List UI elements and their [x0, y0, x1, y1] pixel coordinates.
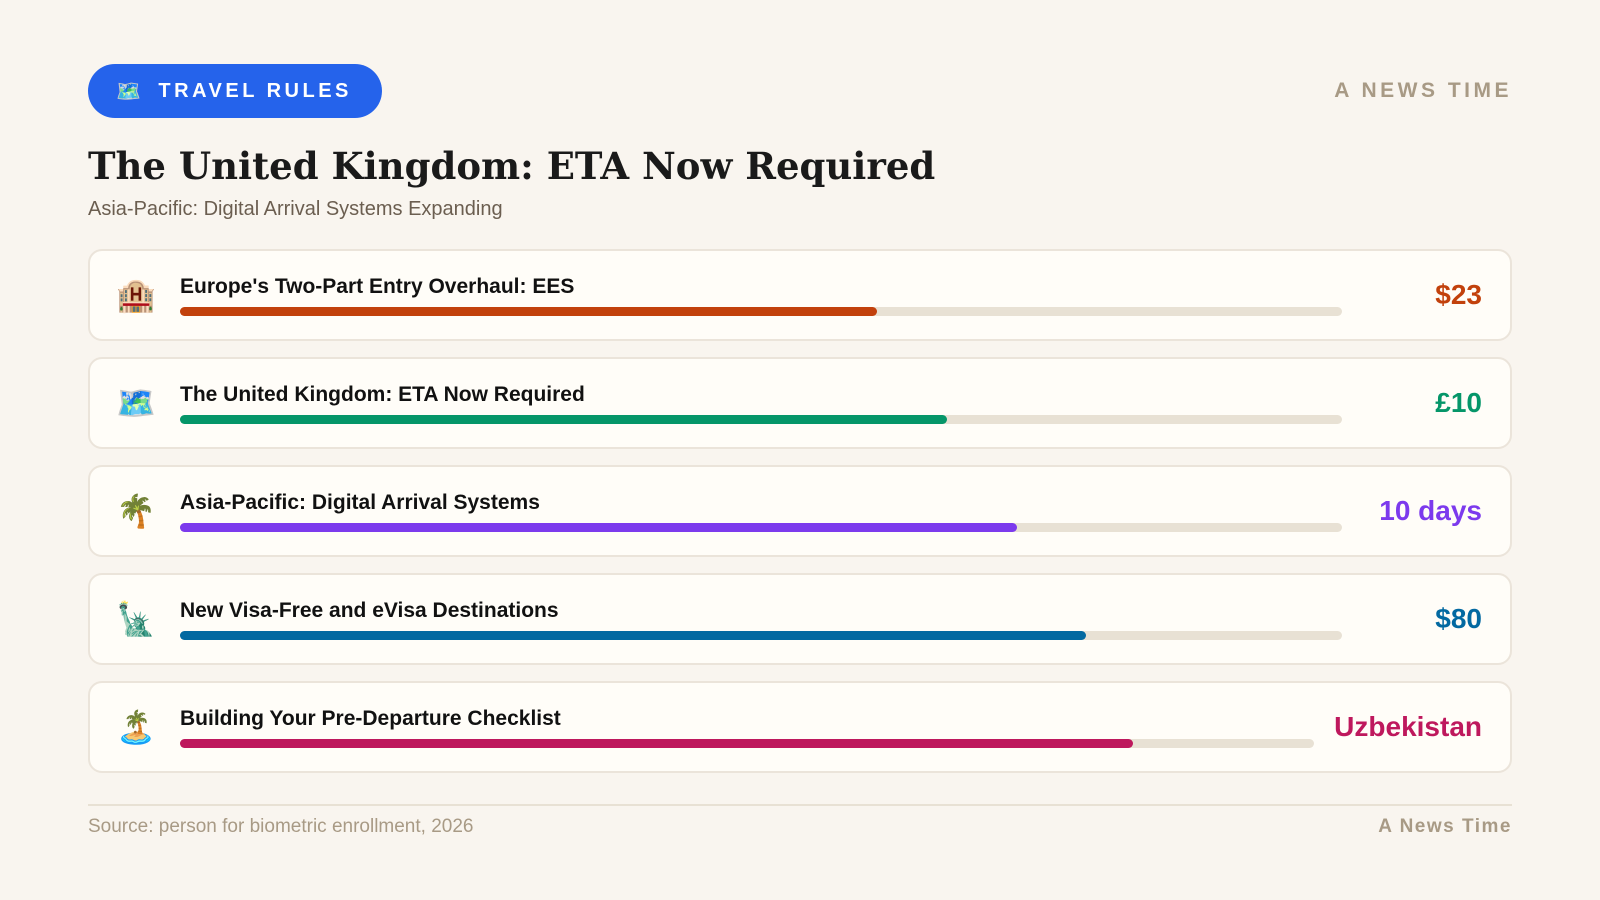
- item-card: 🏝️ Building Your Pre-Departure Checklist U…: [88, 681, 1512, 773]
- progress-fill: [180, 414, 947, 424]
- item-body: Building Your Pre-Departure Checklist: [180, 706, 1315, 748]
- item-body: The United Kingdom: ETA Now Required: [180, 383, 1342, 424]
- subtitle: Asia-Pacific: Digital Arrival Systems Ex…: [88, 198, 503, 220]
- progress-track: [180, 738, 1315, 748]
- item-icon: 🗺️: [116, 385, 156, 421]
- footer-brand: A News Time: [1378, 816, 1512, 837]
- item-value: Uzbekistan: [1334, 711, 1482, 742]
- item-icon: 🗽: [116, 601, 156, 637]
- item-icon: 🏝️: [116, 709, 156, 745]
- item-body: Europe's Two-Part Entry Overhaul: EES: [180, 275, 1342, 316]
- progress-fill: [180, 306, 878, 316]
- progress-fill: [180, 738, 1133, 748]
- source: Source: person for biometric enrollment,…: [88, 816, 474, 837]
- progress-fill: [180, 522, 1017, 532]
- item-label: Building Your Pre-Departure Checklist: [180, 706, 561, 730]
- item-card: 🗺️ The United Kingdom: ETA Now Required £1…: [88, 357, 1512, 449]
- item-label: Europe's Two-Part Entry Overhaul: EES: [180, 274, 575, 298]
- badge: 🗺️ TRAVEL RULES: [88, 64, 382, 118]
- item-label: The United Kingdom: ETA Now Required: [180, 382, 585, 406]
- progress-track: [180, 522, 1342, 532]
- item-value: $23: [1435, 279, 1482, 310]
- brand: A NEWS TIME: [1334, 79, 1512, 102]
- badge-text: TRAVEL RULES: [158, 79, 352, 102]
- item-icon: 🌴: [116, 493, 156, 529]
- progress-track: [180, 306, 1342, 316]
- item-card: 🌴 Asia-Pacific: Digital Arrival Systems 10…: [88, 465, 1512, 557]
- item-value: 10 days: [1379, 495, 1482, 526]
- item-icon: 🏨: [116, 277, 156, 313]
- item-body: Asia-Pacific: Digital Arrival Systems: [180, 491, 1342, 532]
- badge-icon: 🗺️: [116, 80, 145, 103]
- progress-fill: [180, 630, 1087, 640]
- title: The United Kingdom: ETA Now Required: [88, 144, 936, 188]
- footer: Source: person for biometric enrollment,…: [88, 804, 1512, 838]
- item-label: Asia-Pacific: Digital Arrival Systems: [180, 490, 540, 514]
- top-bar: 🗺️ TRAVEL RULES A NEWS TIME: [88, 64, 1512, 118]
- item-body: New Visa-Free and eVisa Destinations: [180, 599, 1342, 640]
- item-card: 🗽 New Visa-Free and eVisa Destinations $80: [88, 573, 1512, 665]
- progress-track: [180, 414, 1342, 424]
- item-list: 🏨 Europe's Two-Part Entry Overhaul: EES $2…: [88, 249, 1512, 773]
- item-card: 🏨 Europe's Two-Part Entry Overhaul: EES $2…: [88, 249, 1512, 341]
- item-value: $80: [1435, 603, 1482, 634]
- item-value: £10: [1435, 387, 1482, 418]
- item-label: New Visa-Free and eVisa Destinations: [180, 598, 559, 622]
- progress-track: [180, 630, 1342, 640]
